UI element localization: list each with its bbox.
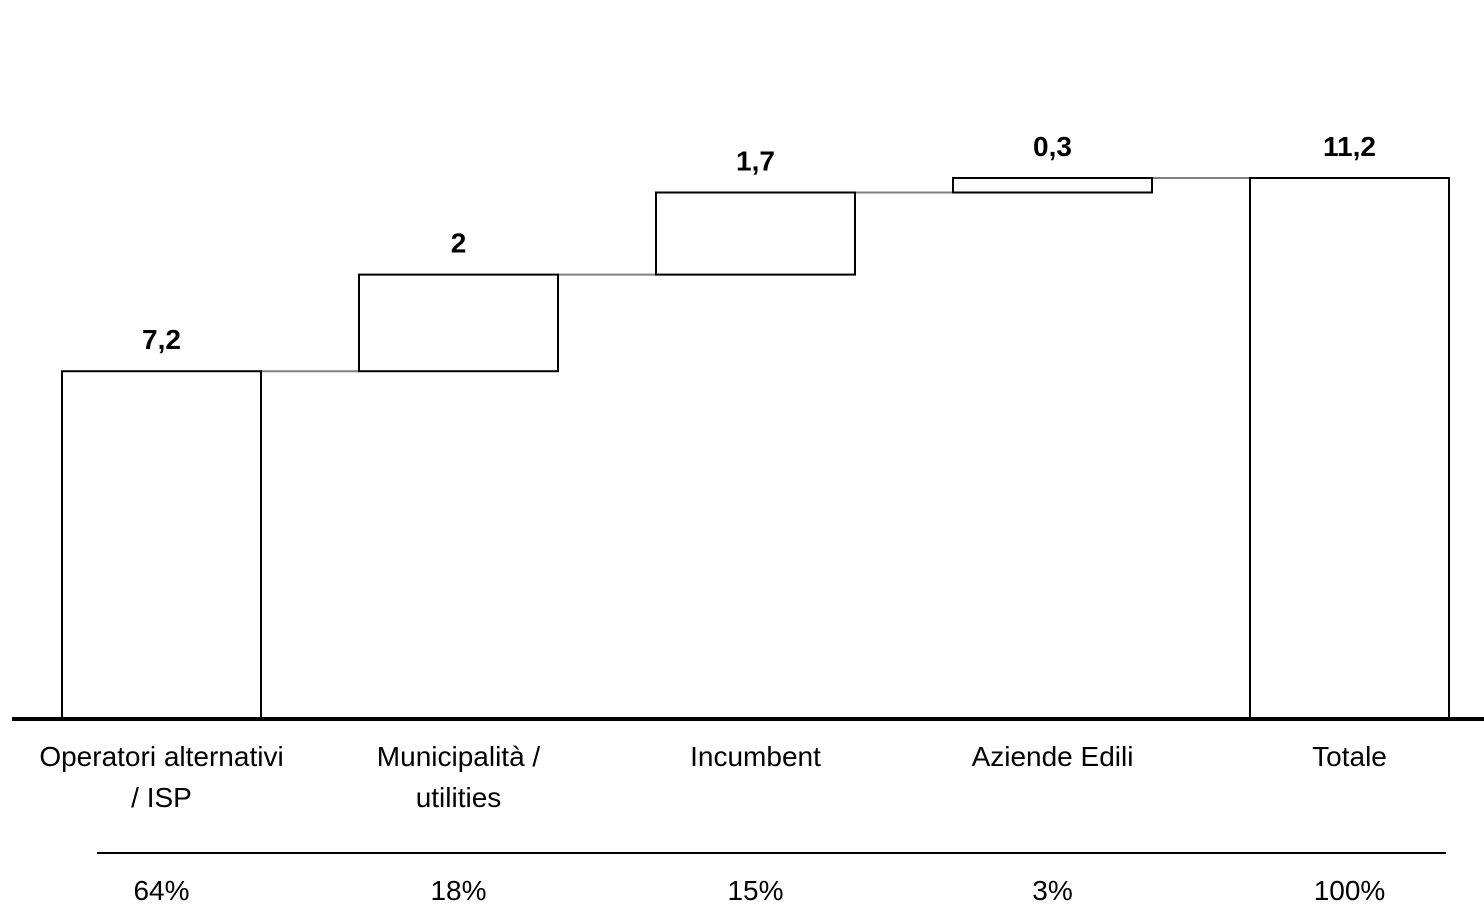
bar-3 (952, 177, 1153, 194)
share-label-1: 18% (430, 875, 486, 906)
category-label-1-1: utilities (416, 782, 502, 813)
category-label-2-0: Incumbent (690, 741, 821, 772)
share-label-4: 100% (1314, 875, 1386, 906)
bar-2 (655, 191, 856, 276)
category-label-4-0: Totale (1312, 741, 1387, 772)
share-label-0: 64% (133, 875, 189, 906)
share-label-3: 3% (1032, 875, 1072, 906)
bar-1 (358, 273, 559, 373)
value-label-1: 2 (451, 228, 467, 259)
value-label-0: 7,2 (142, 324, 181, 355)
value-label-2: 1,7 (736, 145, 775, 176)
category-label-0-0: Operatori alternativi (39, 741, 283, 772)
bars-group (61, 177, 1450, 720)
bar-4 (1249, 177, 1450, 720)
category-label-1-0: Municipalità / (377, 741, 541, 772)
bar-0 (61, 370, 262, 720)
value-label-4: 11,2 (1323, 131, 1376, 162)
value-labels-group: 7,2 2 1,7 0,3 11,2 (142, 131, 1376, 355)
share-labels-group: 64% 18% 15% 3% 100% (133, 875, 1385, 906)
share-label-2: 15% (727, 875, 783, 906)
category-label-0-1: / ISP (131, 782, 192, 813)
connector-lines (261, 177, 1250, 373)
value-label-3: 0,3 (1033, 131, 1072, 162)
category-label-3-0: Aziende Edili (972, 741, 1134, 772)
category-labels-group: Operatori alternativi / ISP Municipalità /… (39, 741, 1387, 813)
